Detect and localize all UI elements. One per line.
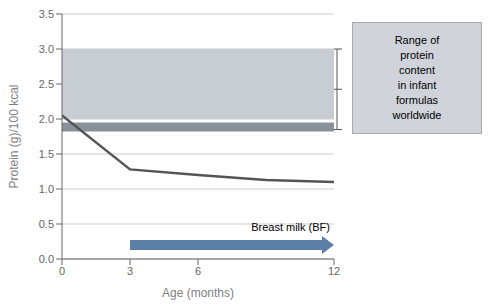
svg-text:1.0: 1.0 bbox=[39, 183, 54, 195]
svg-text:2.5: 2.5 bbox=[39, 78, 54, 90]
html-text:formulas: formulas bbox=[395, 94, 439, 106]
svg-text:1.5: 1.5 bbox=[39, 148, 54, 160]
svg-text:2.0: 2.0 bbox=[39, 113, 54, 125]
svg-text:0.5: 0.5 bbox=[39, 218, 54, 230]
svg-text:Protein (g)/100 kcal: Protein (g)/100 kcal bbox=[8, 84, 21, 188]
html-text:Range of: Range of bbox=[394, 34, 440, 46]
html-text:content: content bbox=[399, 64, 435, 76]
html-text:in infant: in infant bbox=[397, 79, 437, 91]
svg-text:3.5: 3.5 bbox=[39, 8, 54, 20]
html-text:worldwide: worldwide bbox=[392, 109, 442, 121]
svg-text:3: 3 bbox=[127, 265, 133, 277]
svg-text:Age (months): Age (months) bbox=[162, 286, 234, 300]
svg-text:0: 0 bbox=[59, 265, 65, 277]
svg-text:Breast milk (BF): Breast milk (BF) bbox=[251, 221, 330, 233]
svg-text:0.0: 0.0 bbox=[39, 253, 54, 265]
svg-text:3.0: 3.0 bbox=[39, 43, 54, 55]
svg-text:6: 6 bbox=[195, 265, 201, 277]
svg-text:12: 12 bbox=[328, 265, 340, 277]
html-text:protein: protein bbox=[400, 49, 434, 61]
